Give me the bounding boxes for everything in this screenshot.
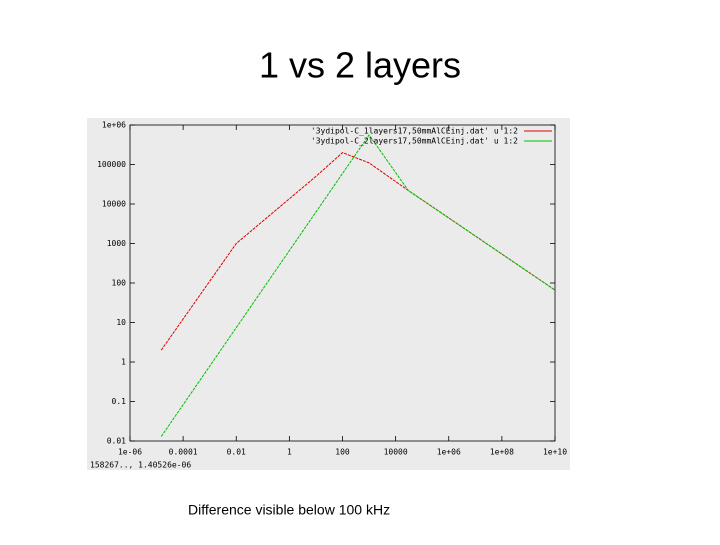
x-tick-label: 1e+08 xyxy=(490,448,514,457)
x-tick-label: 1 xyxy=(287,448,292,457)
y-tick-label: 10000 xyxy=(102,200,126,209)
x-tick-label: 1e+06 xyxy=(437,448,461,457)
x-tick-label: 10000 xyxy=(384,448,408,457)
x-tick-label: 100 xyxy=(335,448,350,457)
y-tick-label: 100000 xyxy=(97,160,126,169)
legend-label: '3ydipol-C_2layers17,50mmAlCEinj.dat' u … xyxy=(311,137,518,146)
plot-background xyxy=(87,118,570,470)
y-tick-label: 1 xyxy=(121,358,126,367)
x-tick-label: 1e+10 xyxy=(543,448,567,457)
caption: Difference visible below 100 kHz xyxy=(188,502,390,518)
y-tick-label: 1000 xyxy=(107,239,126,248)
y-tick-label: 0.01 xyxy=(107,437,126,446)
y-tick-label: 100 xyxy=(112,279,127,288)
y-tick-label: 0.1 xyxy=(112,397,127,406)
x-tick-label: 1e-06 xyxy=(118,448,142,457)
y-tick-label: 1e+06 xyxy=(102,121,126,130)
x-tick-label: 0.01 xyxy=(227,448,246,457)
series-line xyxy=(160,134,556,437)
legend-label: '3ydipol-C_1layers17,50mmAlCEinj.dat' u … xyxy=(311,127,518,136)
readout: 158267.., 1.40526e-06 xyxy=(90,461,191,470)
y-tick-label: 10 xyxy=(116,318,126,327)
x-tick-label: 0.0001 xyxy=(169,448,198,457)
slide-title: 1 vs 2 layers xyxy=(259,45,461,86)
